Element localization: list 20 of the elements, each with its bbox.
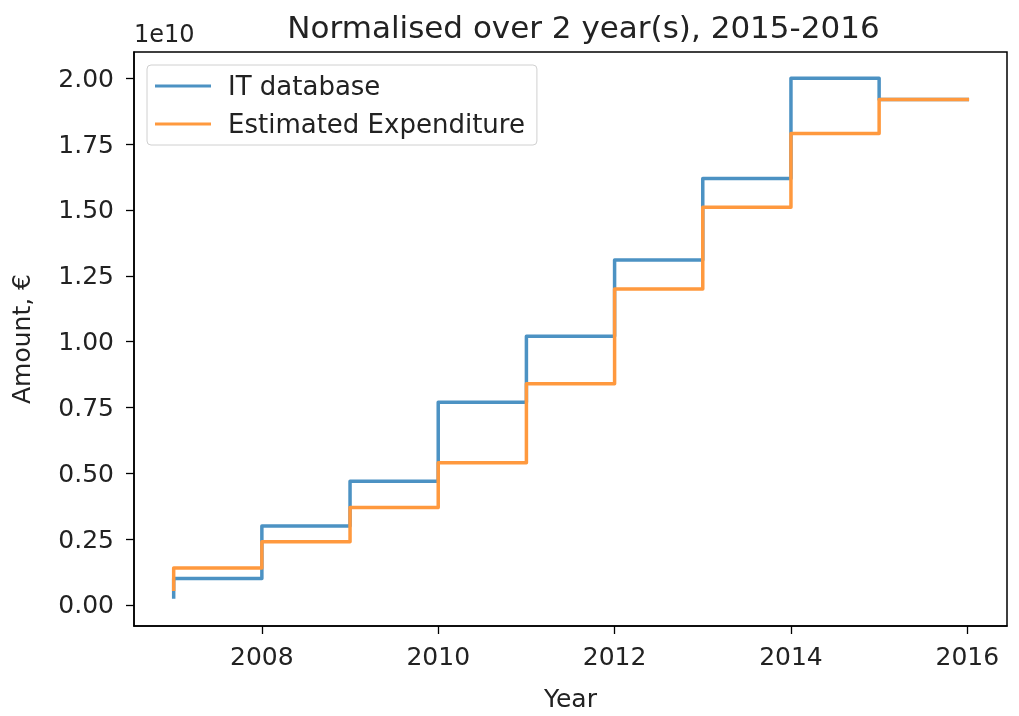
y-tick-label: 0.00 [58, 590, 114, 620]
y-tick-label: 1.75 [58, 129, 114, 159]
x-tick-label: 2016 [935, 642, 1000, 671]
y-tick-label: 0.50 [58, 458, 114, 488]
legend-label: IT database [228, 71, 381, 101]
x-tick-label: 2012 [582, 642, 647, 671]
x-tick-label: 2010 [406, 642, 471, 671]
y-axis-title: Amount, € [7, 273, 36, 405]
y-tick-label: 1.25 [58, 261, 114, 291]
y-tick-label: 1.50 [58, 195, 114, 225]
y-tick-label: 0.75 [58, 392, 114, 422]
legend-label: Estimated Expenditure [228, 109, 525, 139]
text: 1e10 [134, 20, 195, 48]
y-tick-label: 0.25 [58, 524, 114, 554]
x-tick-label: 2014 [759, 642, 823, 671]
y-tick-label: 2.00 [58, 63, 114, 93]
chart-title: Normalised over 2 year(s), 2015-2016 [287, 8, 880, 45]
x-tick-label: 2008 [230, 642, 294, 671]
y-tick-label: 1.00 [58, 327, 114, 357]
x-axis-title: Year [543, 684, 598, 713]
